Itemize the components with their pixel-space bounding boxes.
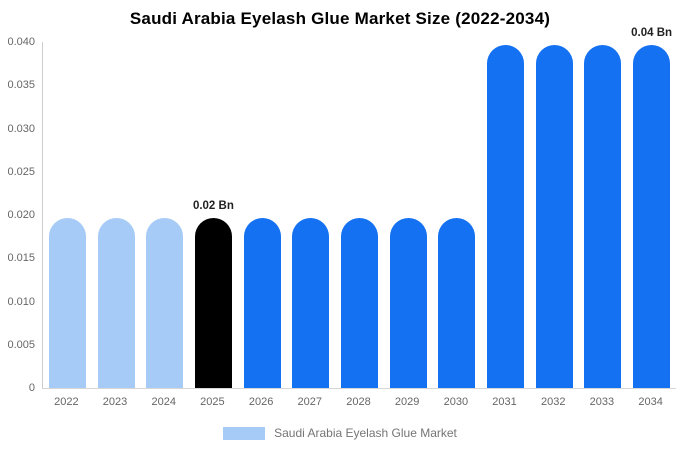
- legend-label: Saudi Arabia Eyelash Glue Market: [274, 426, 457, 440]
- bar-column-2026: [238, 42, 287, 388]
- bar-2026[interactable]: [243, 217, 281, 388]
- x-tick-label-2029: 2029: [394, 396, 420, 408]
- bar-2024[interactable]: [146, 217, 184, 388]
- bar-2025[interactable]: [194, 217, 232, 388]
- y-tick-label-0: 0: [28, 382, 35, 394]
- x-tick-label-2025: 2025: [200, 396, 225, 408]
- bar-column-2023: [92, 42, 141, 388]
- bar-value-label-2034: 0.04 Bn: [631, 26, 673, 39]
- bar-column-2022: [43, 42, 92, 388]
- x-tick-label-2034: 2034: [638, 396, 663, 408]
- bar-column-2029: [384, 42, 433, 388]
- x-tick-label-2026: 2026: [248, 396, 274, 408]
- x-tick-label-2024: 2024: [151, 396, 176, 408]
- y-tick-label-0.010: 0.010: [7, 295, 35, 308]
- y-tick-label-0.025: 0.025: [7, 165, 35, 178]
- x-tick-label-2032: 2032: [540, 396, 566, 408]
- x-tick-label-2031: 2031: [492, 396, 517, 408]
- y-tick-label-0.020: 0.020: [7, 209, 35, 221]
- y-tick-label-0.035: 0.035: [7, 79, 35, 92]
- legend-swatch: [223, 426, 266, 440]
- x-tick-label-2033: 2033: [589, 396, 615, 408]
- x-tick-label-2027: 2027: [297, 396, 323, 408]
- chart-title: Saudi Arabia Eyelash Glue Market Size (2…: [129, 9, 551, 28]
- bars: 0.02 Bn 0.04 Bn: [43, 27, 676, 388]
- bar-value-label-2025: 0.02 Bn: [192, 199, 234, 212]
- bar-column-2031: [481, 42, 530, 388]
- bar-2034[interactable]: [633, 44, 671, 388]
- y-tick-label-0.015: 0.015: [7, 252, 35, 265]
- bar-2029[interactable]: [389, 217, 427, 388]
- bar-column-2033: [579, 42, 628, 388]
- y-tick-label-0.005: 0.005: [7, 338, 35, 351]
- y-axis: 0.040 0.035 0.030 0.025 0.020 0.015 0.010 0.005…: [0, 36, 38, 394]
- plot-area: 0.02 Bn 0.04 Bn: [42, 27, 676, 389]
- bar-2022[interactable]: [48, 217, 86, 388]
- bar-column-2030: [433, 42, 482, 388]
- y-tick-label-0.030: 0.030: [7, 122, 35, 135]
- x-axis: 2022 2023 2024 2025 2026 2027 2028 2029 2030 2031…: [42, 396, 675, 408]
- bar-2027[interactable]: [292, 217, 330, 388]
- bar-column-2032: [530, 42, 579, 388]
- x-tick-label-2028: 2028: [346, 396, 371, 408]
- y-tick-label-0.040: 0.040: [7, 36, 35, 48]
- bar-column-2025: 0.02 Bn: [189, 42, 238, 388]
- bar-column-2028: [335, 42, 384, 388]
- legend[interactable]: Saudi Arabia Eyelash Glue Market: [0, 426, 680, 440]
- bar-2033[interactable]: [584, 44, 622, 388]
- bar-2032[interactable]: [535, 44, 573, 388]
- x-tick-label-2022: 2022: [54, 396, 79, 408]
- bar-column-2024: [140, 42, 189, 388]
- bar-column-2027: [286, 42, 335, 388]
- bar-2031[interactable]: [487, 44, 525, 388]
- bar-2030[interactable]: [438, 217, 476, 388]
- bar-2028[interactable]: [340, 217, 378, 388]
- x-tick-label-2030: 2030: [443, 396, 469, 408]
- x-tick-label-2023: 2023: [102, 396, 128, 408]
- bar-2023[interactable]: [97, 217, 135, 388]
- bar-column-2034: 0.04 Bn: [627, 27, 676, 388]
